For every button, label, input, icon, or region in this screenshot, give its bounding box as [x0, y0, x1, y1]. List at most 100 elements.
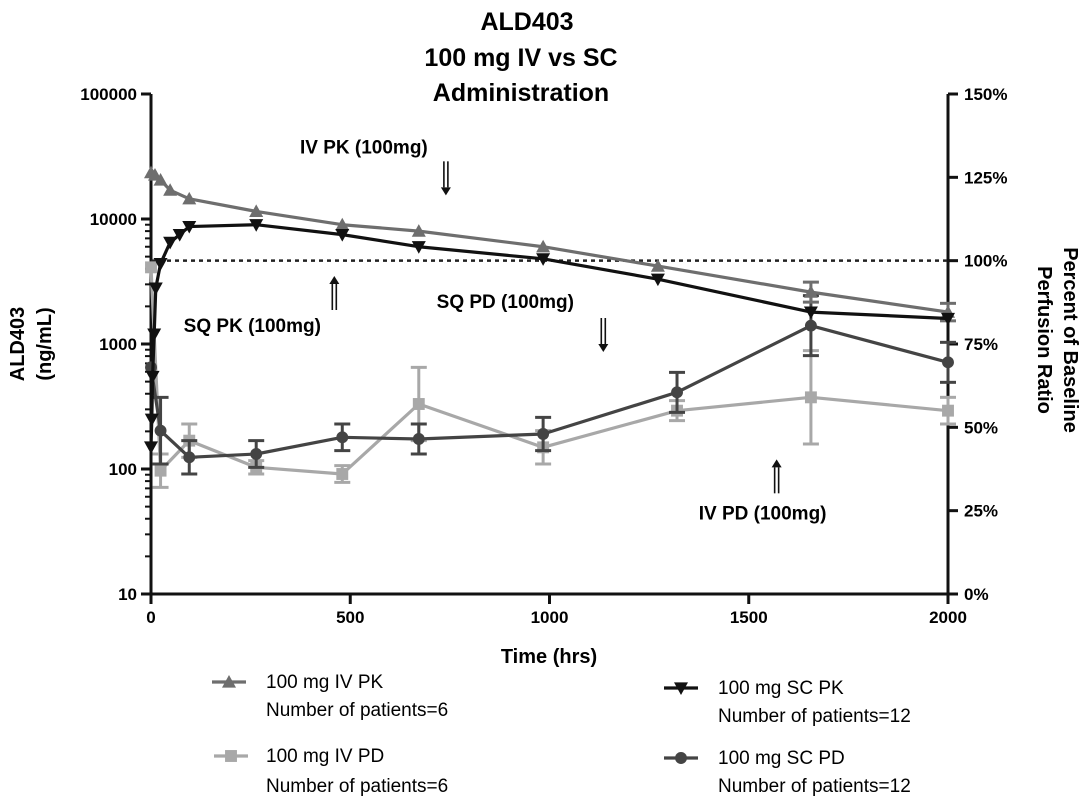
y-left-tick-label: 100000	[80, 85, 137, 104]
data-point	[249, 204, 264, 218]
series-100-mg-sc-pd	[145, 294, 956, 476]
x-tick-label: 1500	[730, 608, 768, 627]
data-point	[803, 285, 818, 298]
x-tick-label: 2000	[929, 608, 967, 627]
data-point	[942, 356, 954, 369]
legend-series-name: 100 mg SC PK	[718, 678, 844, 699]
series-layer	[144, 165, 956, 489]
data-point	[536, 239, 551, 253]
data-point	[145, 261, 157, 274]
data-point	[941, 312, 955, 326]
data-point	[804, 391, 817, 404]
y-right-tick-label: 150%	[964, 85, 1007, 104]
y-right-tick-label: 50%	[964, 418, 998, 437]
y-right-tick-label: 25%	[964, 502, 998, 521]
data-point	[154, 424, 167, 437]
x-tick-label: 1000	[531, 608, 569, 627]
series-100-mg-iv-pk	[144, 165, 956, 323]
y-left-tick-label: 1000	[99, 335, 137, 354]
legend-patient-count: Number of patients=6	[266, 776, 448, 797]
series-100-mg-sc-pk	[144, 219, 955, 454]
legend-patient-count: Number of patients=12	[718, 706, 911, 727]
data-point	[336, 468, 349, 480]
data-point	[412, 398, 425, 410]
data-point	[182, 220, 197, 234]
legend-marker	[222, 675, 236, 688]
data-point	[148, 282, 163, 296]
annotation-arrow-head	[771, 459, 782, 468]
legend-series-name: 100 mg IV PK	[266, 672, 384, 693]
data-point	[671, 386, 683, 399]
axes: 101001000100001000000%25%50%75%100%125%1…	[80, 85, 1007, 627]
y-right-tick-label: 0%	[964, 585, 989, 604]
data-point	[145, 370, 160, 384]
annotation: IV PK (100mg)	[300, 137, 451, 196]
chart-title-line-2: 100 mg IV vs SC	[424, 44, 617, 72]
annotation-arrow-head	[329, 276, 340, 284]
annotation-label: SQ PD (100mg)	[437, 292, 574, 313]
x-axis-title: Time (hrs)	[501, 646, 597, 668]
annotation-label: SQ PK (100mg)	[184, 316, 321, 337]
y-left-tick-label: 10	[118, 585, 137, 604]
data-point	[536, 253, 551, 266]
data-point	[942, 404, 954, 417]
legend-patient-count: Number of patients=12	[718, 776, 911, 797]
data-point	[183, 451, 196, 464]
data-point	[182, 191, 197, 205]
legend-marker	[225, 750, 237, 762]
data-point	[153, 257, 168, 271]
data-point	[411, 224, 426, 237]
data-point	[144, 441, 158, 454]
data-point	[650, 259, 665, 272]
right-axis-title: Percent of Baseline Perfusion Ratio	[1033, 247, 1081, 433]
data-point	[163, 236, 178, 250]
series-line	[149, 324, 949, 459]
data-point	[537, 428, 550, 440]
x-tick-label: 500	[336, 608, 364, 627]
annotation-arrow-head	[598, 344, 609, 352]
annotations: IV PK (100mg) SQ PK (100mg) SQ PD (100mg) I…	[184, 137, 827, 524]
data-point	[650, 273, 665, 287]
data-point	[172, 229, 187, 242]
annotation-label: IV PD (100mg)	[699, 503, 827, 524]
annotation-arrow-head	[440, 187, 451, 196]
legend: 100 mg IV PK Number of patients=6 100 mg S…	[212, 672, 911, 797]
legend-item: 100 mg IV PD Number of patients=6	[214, 746, 448, 797]
legend-item: 100 mg SC PK Number of patients=12	[664, 678, 911, 727]
data-point	[147, 328, 162, 342]
annotation: SQ PK (100mg)	[184, 276, 340, 337]
legend-marker	[675, 752, 687, 764]
data-point	[804, 319, 817, 332]
y-right-tick-label: 100%	[964, 252, 1007, 271]
legend-item: 100 mg IV PK Number of patients=6	[212, 672, 448, 721]
chart-title-line-3: Administration	[433, 79, 609, 107]
annotation-label: IV PK (100mg)	[300, 137, 428, 158]
data-point	[250, 448, 263, 460]
left-axis-title-line-2: (ng/mL)	[34, 307, 56, 380]
legend-item: 100 mg SC PD Number of patients=12	[664, 748, 911, 797]
data-point	[163, 183, 178, 196]
left-axis-title: ALD403 (ng/mL)	[7, 307, 56, 381]
data-point	[411, 241, 426, 254]
y-right-tick-label: 75%	[964, 335, 998, 354]
data-point	[335, 217, 350, 231]
data-point	[336, 431, 349, 444]
right-axis-title-line-1: Percent of Baseline	[1059, 247, 1081, 433]
data-point	[803, 306, 818, 320]
left-axis-title-line-1: ALD403	[7, 307, 29, 381]
chart-title-line-1: ALD403	[480, 8, 573, 36]
data-point	[335, 229, 350, 242]
y-left-tick-label: 100	[109, 460, 137, 479]
data-point	[144, 413, 159, 427]
data-point	[154, 464, 167, 477]
y-left-tick-label: 10000	[90, 210, 137, 229]
data-point	[249, 219, 264, 232]
data-point	[153, 173, 168, 186]
legend-patient-count: Number of patients=6	[266, 700, 448, 721]
legend-marker	[674, 682, 688, 695]
annotation: SQ PD (100mg)	[437, 292, 609, 352]
annotation: IV PD (100mg)	[699, 459, 827, 524]
right-axis-title-line-2: Perfusion Ratio	[1033, 266, 1055, 414]
chart-title: ALD403 100 mg IV vs SC Administration	[424, 8, 617, 107]
